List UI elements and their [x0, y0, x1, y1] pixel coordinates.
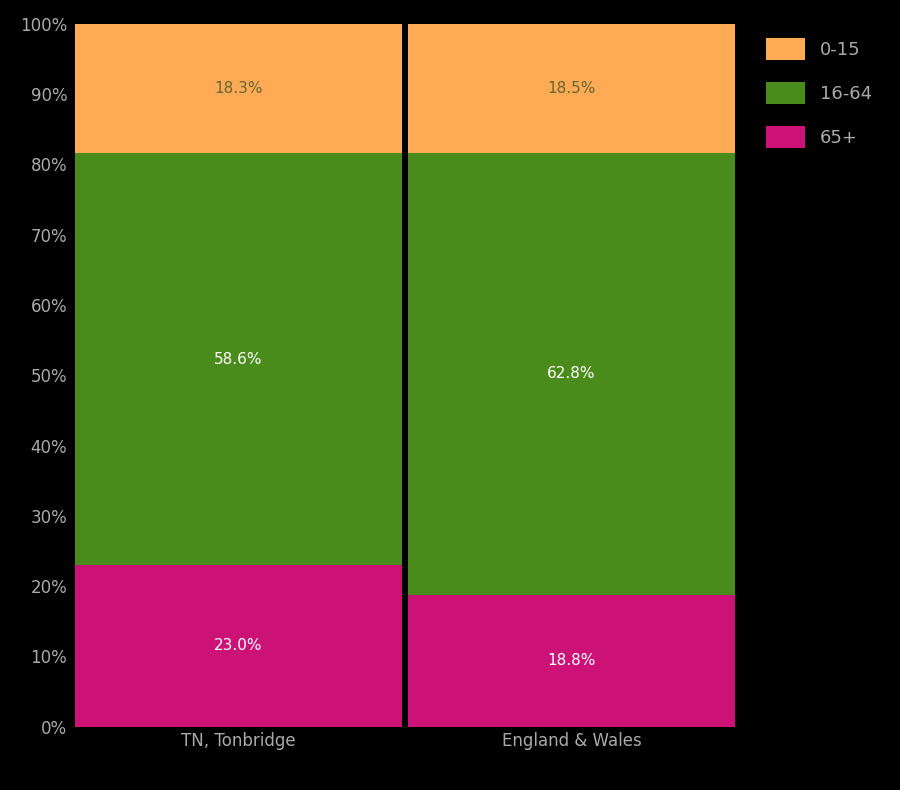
Bar [409, 23, 734, 153]
Bar [76, 565, 401, 727]
Text: 62.8%: 62.8% [547, 367, 596, 382]
Text: 23.0%: 23.0% [214, 638, 263, 653]
Bar [409, 595, 734, 727]
Bar [76, 24, 401, 153]
Text: 18.8%: 18.8% [547, 653, 596, 668]
Bar [76, 153, 401, 565]
Text: 18.5%: 18.5% [547, 81, 596, 96]
Text: 18.3%: 18.3% [214, 81, 263, 96]
Text: 58.6%: 58.6% [214, 352, 263, 367]
Legend: 0-15, 16-64, 65+: 0-15, 16-64, 65+ [760, 32, 878, 153]
Bar [409, 153, 734, 595]
